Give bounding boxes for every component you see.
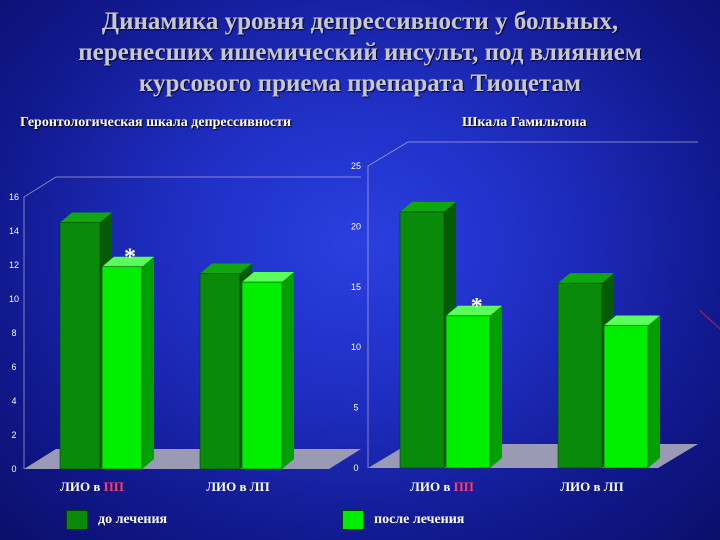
title-line-1: Динамика уровня депрессивности у больных… bbox=[101, 8, 619, 35]
chart-1-bar-after-1-side bbox=[142, 256, 154, 469]
chart-2-bar-after-1-side bbox=[490, 305, 502, 468]
chart-2-category-label-2: ЛИО в ЛП bbox=[560, 479, 623, 494]
chart-2-bar-after-2-top bbox=[604, 315, 660, 326]
chart-2-bar-after-1 bbox=[445, 315, 491, 469]
chart-2-bar-after-2 bbox=[603, 325, 649, 469]
legend-item-after: после лечения bbox=[342, 510, 464, 530]
chart-1-ytick-label: 12 bbox=[9, 260, 19, 270]
chart-1-annotation-1: * bbox=[124, 245, 136, 271]
chart-2-bar-after-1-top bbox=[446, 305, 502, 316]
chart-1-bar-after-1-top bbox=[102, 256, 154, 267]
legend-label-before: до лечения bbox=[98, 512, 168, 527]
chart-1-category-label-1: ЛИО в ПП bbox=[60, 479, 124, 494]
chart-1-bar-before-2 bbox=[199, 273, 241, 470]
chart-1-category-label-2: ЛИО в ЛП bbox=[206, 479, 269, 494]
chart-2-bar-after-2-side bbox=[648, 315, 660, 468]
title-line-2: перенесших ишемический инсульт, под влия… bbox=[78, 39, 642, 66]
title-line-3: курсового приема препарата Тиоцетам bbox=[138, 70, 582, 97]
legend-label-after: после лечения bbox=[374, 512, 465, 527]
chart-1-ytick-label: 16 bbox=[9, 192, 19, 202]
chart-1-bar-after-2 bbox=[241, 281, 283, 470]
chart-1-bar-after-1 bbox=[101, 266, 143, 470]
chart-2-category-label-1: ЛИО в ПП bbox=[410, 479, 474, 494]
chart-2-ytick-label: 15 bbox=[351, 282, 361, 292]
chart-2-ytick-label: 20 bbox=[351, 221, 361, 231]
chart-2-bar-before-1 bbox=[399, 211, 445, 469]
chart-1-wall bbox=[23, 176, 361, 469]
chart-2-ytick-label: 0 bbox=[353, 463, 358, 473]
chart-2-ytick-label: 10 bbox=[351, 342, 361, 352]
chart-1-bar-after-2-top bbox=[242, 272, 294, 282]
chart-2-wall bbox=[367, 141, 698, 468]
chart-2-ytick-label: 5 bbox=[353, 403, 358, 413]
chart-2-title: Шкала Гамильтона bbox=[462, 115, 587, 130]
chart-1-ytick-label: 14 bbox=[9, 226, 19, 236]
chart-1-ytick-label: 6 bbox=[11, 362, 16, 372]
legend-swatch-before bbox=[66, 510, 88, 530]
chart-2-bar-before-2-top bbox=[558, 273, 614, 284]
chart-1-ytick-label: 0 bbox=[11, 464, 16, 474]
chart-2-annotation-1: * bbox=[471, 294, 483, 320]
chart-1-ytick-label: 2 bbox=[11, 430, 16, 440]
chart-1-ytick-label: 4 bbox=[11, 396, 16, 406]
chart-1-bar-before-1 bbox=[59, 222, 101, 470]
chart-2-ytick-label: 25 bbox=[351, 161, 361, 171]
chart-2-bar-before-1-top bbox=[400, 201, 456, 212]
chart-1-ytick-label: 8 bbox=[11, 328, 16, 338]
chart-1-bar-before-2-top bbox=[200, 263, 252, 274]
legend-swatch-after bbox=[342, 510, 364, 530]
chart-1-bar-before-1-top bbox=[60, 212, 112, 223]
chart-1-bar-after-2-side bbox=[282, 272, 294, 469]
chart-1-title: Геронтологическая шкала депрессивности bbox=[20, 115, 292, 130]
chart-1-ytick-label: 10 bbox=[9, 294, 19, 304]
legend-item-before: до лечения bbox=[66, 510, 167, 530]
slide-title: Динамика уровня депрессивности у больных… bbox=[0, 6, 720, 99]
chart-2-bar-before-2 bbox=[557, 282, 603, 469]
